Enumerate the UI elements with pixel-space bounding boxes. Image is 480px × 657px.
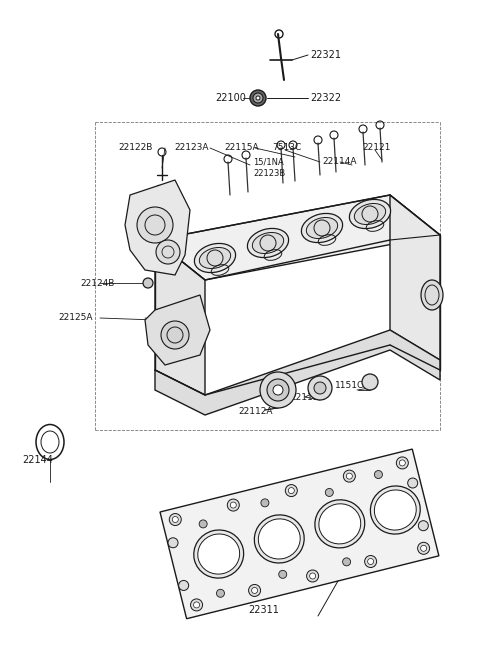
Text: 22114A: 22114A <box>322 158 357 166</box>
Text: 22125A: 22125A <box>58 313 93 323</box>
Ellipse shape <box>315 500 365 548</box>
Circle shape <box>143 278 153 288</box>
Polygon shape <box>155 330 440 415</box>
Text: 22322: 22322 <box>310 93 341 103</box>
Polygon shape <box>145 295 210 365</box>
Text: 22115A: 22115A <box>224 143 259 152</box>
Ellipse shape <box>199 248 231 269</box>
Circle shape <box>169 514 181 526</box>
Circle shape <box>230 502 236 508</box>
Ellipse shape <box>194 244 236 273</box>
Text: 22144: 22144 <box>22 455 53 465</box>
Circle shape <box>279 570 287 578</box>
Circle shape <box>228 499 240 511</box>
Circle shape <box>408 478 418 488</box>
Circle shape <box>362 374 378 390</box>
Circle shape <box>399 460 405 466</box>
Circle shape <box>260 372 296 408</box>
Circle shape <box>199 520 207 528</box>
Circle shape <box>368 558 373 564</box>
Circle shape <box>252 587 258 593</box>
Ellipse shape <box>306 217 337 238</box>
Circle shape <box>216 589 225 597</box>
Circle shape <box>191 599 203 611</box>
Polygon shape <box>155 240 205 395</box>
Text: 1151CD: 1151CD <box>335 380 371 390</box>
Ellipse shape <box>371 486 420 534</box>
Circle shape <box>374 470 383 478</box>
Text: 22112A: 22112A <box>238 407 273 417</box>
Circle shape <box>419 521 428 531</box>
Text: 22124B: 22124B <box>80 279 114 288</box>
Circle shape <box>314 382 326 394</box>
Text: 7513C: 7513C <box>272 143 301 152</box>
Circle shape <box>325 488 333 497</box>
Text: 22123A: 22123A <box>174 143 208 152</box>
Circle shape <box>193 602 200 608</box>
Circle shape <box>250 90 266 106</box>
Ellipse shape <box>247 229 288 258</box>
Circle shape <box>343 558 350 566</box>
Ellipse shape <box>198 534 240 574</box>
Circle shape <box>347 473 352 479</box>
Circle shape <box>179 580 189 591</box>
Circle shape <box>256 96 260 100</box>
Circle shape <box>156 240 180 264</box>
Ellipse shape <box>252 233 284 254</box>
Circle shape <box>273 385 283 395</box>
Circle shape <box>172 516 178 522</box>
Circle shape <box>261 499 269 507</box>
Circle shape <box>168 538 178 548</box>
Circle shape <box>396 457 408 469</box>
Text: 1140F1: 1140F1 <box>147 204 181 212</box>
Text: 22122B: 22122B <box>118 143 152 152</box>
Circle shape <box>249 585 261 597</box>
Ellipse shape <box>319 504 361 544</box>
Circle shape <box>267 379 289 401</box>
Circle shape <box>288 487 294 493</box>
Circle shape <box>137 207 173 243</box>
Text: 22100: 22100 <box>215 93 246 103</box>
Polygon shape <box>390 195 440 360</box>
Circle shape <box>253 93 263 103</box>
Text: 22123B: 22123B <box>253 170 285 179</box>
Text: 22311: 22311 <box>248 605 279 615</box>
Polygon shape <box>125 180 190 275</box>
Text: 15/1NA: 15/1NA <box>253 158 284 166</box>
Ellipse shape <box>194 530 244 578</box>
Circle shape <box>418 542 430 555</box>
Polygon shape <box>160 449 439 619</box>
Ellipse shape <box>301 214 343 242</box>
Ellipse shape <box>258 519 300 559</box>
Circle shape <box>365 556 377 568</box>
Circle shape <box>285 485 297 497</box>
Circle shape <box>161 321 189 349</box>
Circle shape <box>307 570 319 582</box>
Circle shape <box>420 545 427 551</box>
Circle shape <box>310 573 316 579</box>
Circle shape <box>308 376 332 400</box>
Polygon shape <box>155 195 440 280</box>
Text: 22121: 22121 <box>362 143 390 152</box>
Text: 22113A: 22113A <box>290 394 324 403</box>
Ellipse shape <box>354 204 385 225</box>
Ellipse shape <box>374 490 416 530</box>
Text: 22321: 22321 <box>310 50 341 60</box>
Ellipse shape <box>349 200 391 229</box>
Ellipse shape <box>421 280 443 310</box>
Ellipse shape <box>254 515 304 563</box>
Circle shape <box>343 470 355 482</box>
